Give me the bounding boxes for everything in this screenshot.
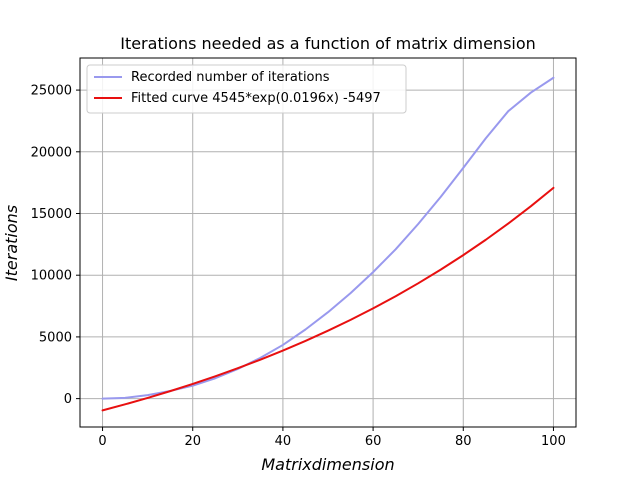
legend: Recorded number of iterations Fitted cur… bbox=[86, 64, 407, 114]
x-axis-title: Matrixdimension bbox=[261, 455, 394, 474]
y-tick-label: 25000 bbox=[31, 84, 72, 99]
grid bbox=[80, 58, 576, 427]
plot-frame bbox=[79, 57, 577, 428]
x-tick-label: 0 bbox=[98, 434, 106, 449]
x-tick-label: 20 bbox=[184, 434, 201, 449]
x-tick-label: 60 bbox=[365, 434, 382, 449]
y-axis: 0 5000 10000 15000 20000 25000 bbox=[31, 84, 80, 407]
x-axis: 0 20 40 60 80 100 bbox=[98, 427, 566, 449]
y-tick-label: 5000 bbox=[39, 330, 72, 345]
y-tick-label: 10000 bbox=[31, 269, 72, 284]
legend-label-recorded: Recorded number of iterations bbox=[131, 70, 330, 85]
legend-label-fitted: Fitted curve 4545*exp(0.0196x) -5497 bbox=[131, 91, 381, 106]
x-tick-label: 40 bbox=[275, 434, 292, 449]
x-tick-label: 100 bbox=[541, 434, 566, 449]
series-line-fitted bbox=[101, 186, 555, 412]
y-axis-title: Iterations bbox=[2, 205, 21, 281]
chart-title: Iterations needed as a function of matri… bbox=[120, 34, 536, 53]
series-layer bbox=[101, 76, 555, 412]
legend-box bbox=[86, 64, 407, 114]
y-tick-label: 15000 bbox=[31, 207, 72, 222]
y-tick-label: 0 bbox=[64, 392, 72, 407]
x-tick-label: 80 bbox=[455, 434, 472, 449]
y-tick-label: 20000 bbox=[31, 145, 72, 160]
